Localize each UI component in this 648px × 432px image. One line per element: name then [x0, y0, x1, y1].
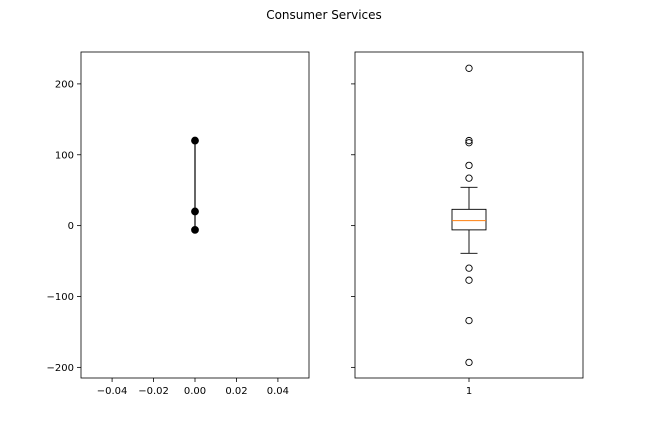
- x-tick-label: 0.04: [267, 386, 289, 397]
- outlier-point: [465, 264, 473, 272]
- outlier-point: [465, 358, 473, 367]
- iqr-box: [451, 208, 487, 231]
- data-point: [191, 225, 199, 234]
- y-tick-label: 100: [55, 150, 74, 161]
- y-tick-label: −100: [47, 292, 74, 303]
- data-point: [191, 207, 199, 216]
- box-plot-axes: 1: [351, 51, 584, 397]
- y-tick-label: −200: [47, 363, 74, 374]
- y-tick-label: 200: [55, 79, 74, 90]
- outlier-point: [465, 316, 473, 325]
- outlier-point: [465, 136, 473, 145]
- axes-frame: [354, 51, 584, 379]
- x-tick-label: 0.02: [225, 386, 247, 397]
- outlier-point: [465, 276, 473, 284]
- outlier-point: [465, 139, 473, 147]
- outlier-point: [465, 174, 473, 182]
- figure-title: Consumer Services: [266, 8, 382, 22]
- x-tick-label: 1: [466, 386, 472, 397]
- outlier-point: [465, 64, 473, 72]
- y-tick-label: 0: [68, 221, 74, 232]
- x-tick-label: −0.04: [97, 386, 128, 397]
- data-point: [191, 136, 199, 145]
- x-tick-label: 0.00: [184, 386, 206, 397]
- x-tick-label: −0.02: [138, 386, 169, 397]
- outlier-point: [465, 161, 473, 170]
- line-chart-axes: 200 100 0 −100 −200 −0.04 −0.02 0.00 0.02 0.04: [47, 51, 310, 397]
- axes-frame: [80, 51, 310, 379]
